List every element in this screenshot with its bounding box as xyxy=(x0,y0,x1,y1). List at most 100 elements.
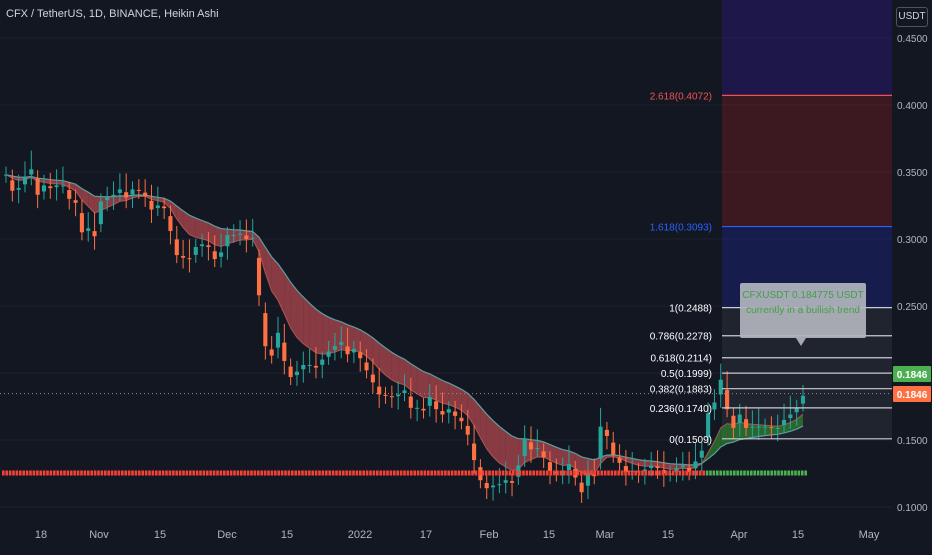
candle-body xyxy=(434,401,439,410)
trend-marker xyxy=(206,470,209,476)
trend-marker xyxy=(39,470,42,476)
trend-marker xyxy=(437,470,440,476)
candle-body xyxy=(86,228,91,231)
candle-body xyxy=(415,407,420,409)
trend-marker xyxy=(491,470,495,476)
trend-marker xyxy=(675,470,678,476)
cloud-segment xyxy=(379,343,386,376)
trend-marker xyxy=(49,470,53,476)
trend-marker xyxy=(784,470,787,476)
x-tick-label: 15 xyxy=(792,529,804,541)
cloud-segment xyxy=(568,450,576,468)
trend-marker xyxy=(729,470,733,476)
cloud-segment xyxy=(549,444,557,464)
cloud-segment xyxy=(493,420,500,464)
trend-marker xyxy=(393,470,396,476)
trend-marker xyxy=(406,470,410,476)
trend-marker xyxy=(267,470,270,476)
candle-body xyxy=(699,450,704,458)
cloud-segment xyxy=(587,458,595,474)
trend-marker xyxy=(603,470,607,476)
trend-marker xyxy=(131,470,134,476)
candle-body xyxy=(472,443,477,461)
trend-marker xyxy=(189,470,192,476)
trend-marker xyxy=(19,470,22,476)
fib-label: 0.5(0.1999) xyxy=(661,369,712,380)
trend-marker xyxy=(505,470,508,476)
trend-marker xyxy=(236,470,240,476)
trend-marker xyxy=(277,470,280,476)
x-tick-label: May xyxy=(859,529,880,541)
trend-marker xyxy=(22,470,25,476)
candle-body xyxy=(377,386,382,395)
candle-body xyxy=(168,216,173,231)
trend-marker xyxy=(563,470,566,476)
cloud-segment xyxy=(56,180,63,185)
trend-marker xyxy=(794,470,797,476)
price-badge-label: 0.1846 xyxy=(897,390,928,401)
candle-body xyxy=(579,482,584,493)
trend-marker xyxy=(182,470,185,476)
trend-marker xyxy=(270,470,274,476)
trend-marker xyxy=(699,470,702,476)
annotation-line2: currently in a bullish trend xyxy=(746,305,860,316)
trend-marker xyxy=(688,470,692,476)
cloud-segment xyxy=(575,453,582,474)
cloud-segment xyxy=(50,179,57,184)
candle-body xyxy=(225,234,230,247)
fib-label: 0.236(0.1740) xyxy=(650,404,712,415)
fib-label: 0.618(0.2114) xyxy=(650,354,712,365)
candle-body xyxy=(193,247,198,255)
cloud-segment xyxy=(644,460,652,467)
trend-marker xyxy=(25,470,29,476)
candle-body xyxy=(231,234,236,236)
candle-body xyxy=(174,239,179,256)
candle-body xyxy=(744,419,749,428)
x-axis[interactable]: 18 Nov 15 Dec 15 2022 17 Feb 15 Mar 15 Apr 15 May xyxy=(35,529,880,541)
trend-marker xyxy=(559,470,563,476)
candle-body xyxy=(623,466,628,473)
trend-marker xyxy=(651,470,654,476)
cloud-segment xyxy=(505,431,513,471)
trend-marker xyxy=(495,470,498,476)
candle-body xyxy=(219,252,224,257)
trend-marker xyxy=(36,470,39,476)
candle-body xyxy=(490,485,496,488)
candle-body xyxy=(143,192,148,197)
trend-marker xyxy=(158,470,161,476)
candle-body xyxy=(598,426,603,459)
fib-label: 0.382(0.1883) xyxy=(650,385,712,396)
currency-button[interactable]: USDT xyxy=(896,7,928,27)
trend-marker xyxy=(192,470,195,476)
trend-marker xyxy=(678,470,682,476)
cloud-segment xyxy=(391,352,399,384)
trend-marker xyxy=(301,470,304,476)
trend-marker xyxy=(556,470,559,476)
trend-marker xyxy=(539,470,542,476)
trend-marker xyxy=(576,470,580,476)
candle-body xyxy=(718,379,723,395)
trend-marker xyxy=(175,470,178,476)
trend-marker xyxy=(787,470,790,476)
trend-marker xyxy=(202,470,206,476)
trend-marker xyxy=(134,470,138,476)
trend-marker xyxy=(83,470,87,476)
trend-marker xyxy=(773,470,777,476)
trend-marker xyxy=(410,470,413,476)
trend-marker xyxy=(114,470,117,476)
cloud-segment xyxy=(784,422,791,433)
trend-marker xyxy=(695,470,699,476)
x-tick-label: 2022 xyxy=(348,529,372,541)
trend-marker xyxy=(144,470,148,476)
trend-marker xyxy=(141,470,144,476)
trend-marker xyxy=(382,470,386,476)
trend-marker xyxy=(240,470,243,476)
x-tick-label: 15 xyxy=(281,529,293,541)
x-tick-label: Dec xyxy=(217,529,237,541)
cloud-segment xyxy=(372,337,380,370)
cloud-segment xyxy=(417,367,424,398)
trend-marker xyxy=(151,470,155,476)
trend-marker xyxy=(719,470,722,476)
